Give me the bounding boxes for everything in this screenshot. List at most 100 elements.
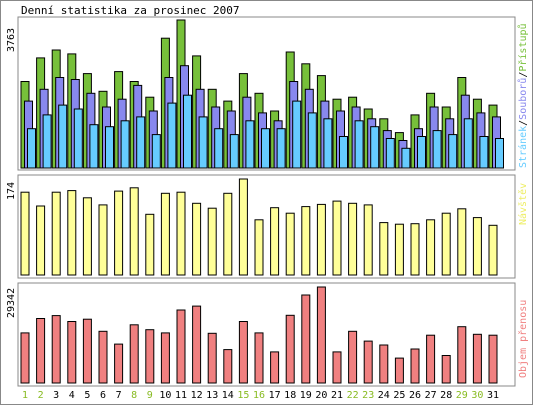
pages-bar xyxy=(339,136,348,169)
visits-bar xyxy=(20,191,30,276)
kbytes-bar xyxy=(114,343,124,384)
hits-bars xyxy=(20,19,504,169)
day-label: 6 xyxy=(100,390,106,401)
pages-bar xyxy=(463,118,473,169)
chart-title: Denní statistika za prosinec 2007 xyxy=(21,4,240,17)
visits-bar xyxy=(441,212,451,276)
pages-bar xyxy=(245,120,255,169)
pages-bar xyxy=(354,120,364,169)
day-label: 10 xyxy=(159,390,171,401)
panel-visits-frame xyxy=(17,174,516,279)
day-label: 9 xyxy=(147,390,153,401)
pages-bar xyxy=(136,116,146,169)
day-label: 16 xyxy=(253,390,265,401)
kbytes-ymax-label: 29342 xyxy=(6,288,17,318)
visits-bar xyxy=(238,178,248,276)
panel-kbytes-frame xyxy=(17,282,516,387)
visits-bar xyxy=(363,204,373,276)
kbytes-bar xyxy=(254,332,264,384)
kbytes-bar xyxy=(145,329,155,384)
day-label: 24 xyxy=(378,390,390,401)
visits-bar xyxy=(285,212,295,276)
kbytes-legend: Objem přenosu xyxy=(517,300,529,378)
day-label: 15 xyxy=(237,390,249,401)
day-label: 30 xyxy=(471,390,483,401)
pages-bar xyxy=(448,134,458,169)
day-label: 21 xyxy=(331,390,343,401)
visits-bar xyxy=(410,223,420,276)
day-label: 7 xyxy=(116,390,122,401)
kbytes-bar xyxy=(441,355,451,384)
kbytes-bar xyxy=(176,309,186,384)
visits-bar xyxy=(114,190,124,276)
day-label: 23 xyxy=(362,390,374,401)
kbytes-bar xyxy=(51,315,61,384)
visits-ymax-label: 174 xyxy=(6,182,17,200)
kbytes-bar xyxy=(301,294,311,384)
pages-bar xyxy=(183,94,192,169)
day-label: 11 xyxy=(175,390,187,401)
pages-bar xyxy=(432,130,442,169)
visits-bar xyxy=(223,192,233,276)
visits-bar xyxy=(457,208,467,276)
kbytes-bar xyxy=(129,324,139,384)
day-label: 27 xyxy=(425,390,437,401)
visits-bar xyxy=(82,197,92,276)
day-label: 14 xyxy=(222,390,234,401)
day-label: 28 xyxy=(440,390,452,401)
kbytes-bar xyxy=(426,334,436,384)
pages-bar xyxy=(105,126,114,169)
pages-bar xyxy=(167,102,177,169)
kbytes-bar xyxy=(36,318,46,384)
pages-bar xyxy=(229,134,239,169)
visits-bar xyxy=(192,202,202,276)
legend-hits: Přístupů xyxy=(517,23,529,71)
kbytes-bar xyxy=(285,314,295,384)
kbytes-bar xyxy=(394,357,404,384)
day-label: 29 xyxy=(456,390,468,401)
pages-bar xyxy=(401,147,411,169)
kbytes-bar xyxy=(270,351,280,384)
kbytes-bar xyxy=(379,344,389,384)
visits-bar xyxy=(348,202,358,276)
kbytes-bar xyxy=(363,340,373,384)
visits-bar xyxy=(36,205,46,276)
kbytes-bar xyxy=(192,305,202,384)
kbytes-bar xyxy=(348,330,358,384)
kbytes-bar xyxy=(20,332,30,384)
day-label: 17 xyxy=(269,390,281,401)
pages-bar xyxy=(495,138,504,169)
pages-bar xyxy=(120,120,130,169)
visits-bar xyxy=(129,187,139,276)
pages-bar xyxy=(307,112,317,169)
visits-bar xyxy=(379,222,389,276)
kbytes-bar xyxy=(410,348,420,384)
day-label: 31 xyxy=(487,390,499,401)
kbytes-bar xyxy=(98,330,108,384)
day-label: 4 xyxy=(69,390,75,401)
pages-bar xyxy=(479,136,489,169)
kbytes-bar xyxy=(472,333,482,384)
pages-bar xyxy=(323,118,333,169)
day-label: 1 xyxy=(22,390,28,401)
day-label: 5 xyxy=(84,390,90,401)
kbytes-bar xyxy=(316,286,326,384)
pages-bar xyxy=(89,124,99,169)
visits-bar xyxy=(332,200,342,276)
pages-bar xyxy=(198,116,208,169)
kbytes-bar xyxy=(160,332,170,384)
day-label: 2 xyxy=(38,390,44,401)
day-label: 13 xyxy=(206,390,218,401)
kbytes-bar xyxy=(82,318,92,384)
pages-bar xyxy=(58,104,68,169)
pages-bar xyxy=(385,138,395,169)
hits-legend: Stránek/Souborů/Přístupů xyxy=(517,23,529,168)
visits-bar xyxy=(301,206,311,276)
visits-bar xyxy=(394,223,404,276)
kbytes-bar xyxy=(67,321,77,384)
legend-sep-1: / xyxy=(518,120,529,126)
kbytes-bar xyxy=(457,326,467,384)
pages-bar xyxy=(370,126,380,169)
pages-bar xyxy=(214,128,224,169)
